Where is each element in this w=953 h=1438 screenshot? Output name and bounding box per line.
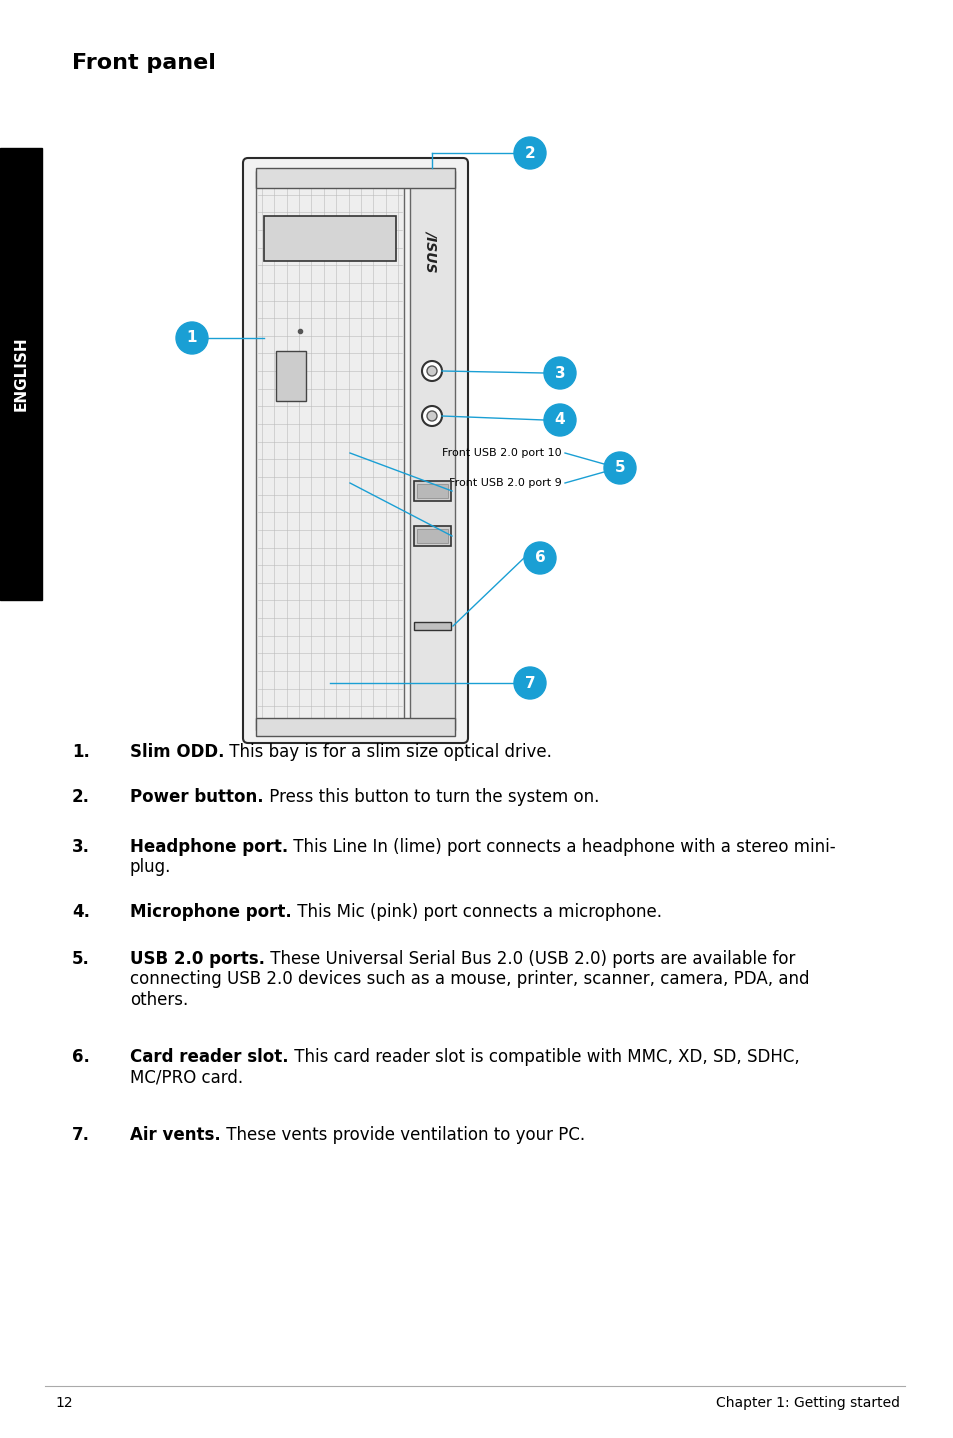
Bar [414,480,451,500]
Text: 5.: 5. [71,951,90,968]
Text: connecting USB 2.0 devices such as a mouse, printer, scanner, camera, PDA, and: connecting USB 2.0 devices such as a mou… [130,971,809,988]
Text: /ISUS: /ISUS [424,230,438,272]
Circle shape [514,137,545,170]
Bar [264,216,395,262]
Bar [416,485,448,498]
Text: Front USB 2.0 port 9: Front USB 2.0 port 9 [449,477,561,487]
Text: This bay is for a slim size optical drive.: This bay is for a slim size optical driv… [224,743,552,761]
Text: This card reader slot is compatible with MMC, XD, SD, SDHC,: This card reader slot is compatible with… [289,1048,799,1066]
Text: 7: 7 [524,676,535,690]
Text: Front panel: Front panel [71,53,215,73]
Circle shape [543,357,576,390]
Text: 3: 3 [554,365,565,381]
Bar [275,351,306,401]
Circle shape [514,667,545,699]
Circle shape [421,361,441,381]
Text: ENGLISH: ENGLISH [13,336,29,411]
Text: Air vents.: Air vents. [130,1126,220,1145]
Text: USB 2.0 ports.: USB 2.0 ports. [130,951,265,968]
Text: This Line In (lime) port connects a headphone with a stereo mini-: This Line In (lime) port connects a head… [288,838,835,856]
Text: 1: 1 [187,331,197,345]
Circle shape [175,322,208,354]
Bar [255,718,455,736]
Text: 12: 12 [55,1396,72,1411]
Bar [255,171,403,731]
Text: 6: 6 [534,551,545,565]
Text: 2.: 2. [71,788,90,807]
Text: Slim ODD.: Slim ODD. [130,743,224,761]
Text: Press this button to turn the system on.: Press this button to turn the system on. [263,788,598,807]
Circle shape [427,411,436,421]
Text: 2: 2 [524,145,535,161]
Text: Microphone port.: Microphone port. [130,903,292,920]
Text: 4.: 4. [71,903,90,920]
Text: Card reader slot.: Card reader slot. [130,1048,289,1066]
Text: These vents provide ventilation to your PC.: These vents provide ventilation to your … [220,1126,584,1145]
Text: 4: 4 [554,413,565,427]
FancyBboxPatch shape [243,158,468,743]
Text: Headphone port.: Headphone port. [130,838,288,856]
Text: 7.: 7. [71,1126,90,1145]
Text: 6.: 6. [71,1048,90,1066]
Text: 5: 5 [614,460,624,476]
Circle shape [427,367,436,375]
Bar [255,168,455,188]
Text: 3.: 3. [71,838,90,856]
Text: Chapter 1: Getting started: Chapter 1: Getting started [716,1396,899,1411]
Text: Power button.: Power button. [130,788,263,807]
Bar [410,171,455,731]
Text: These Universal Serial Bus 2.0 (USB 2.0) ports are available for: These Universal Serial Bus 2.0 (USB 2.0)… [265,951,795,968]
Text: plug.: plug. [130,858,172,876]
Circle shape [603,452,636,485]
Bar [414,623,451,630]
Text: MC/PRO card.: MC/PRO card. [130,1068,243,1086]
Text: 1.: 1. [71,743,90,761]
Text: This Mic (pink) port connects a microphone.: This Mic (pink) port connects a micropho… [292,903,661,920]
Text: Front USB 2.0 port 10: Front USB 2.0 port 10 [442,449,561,457]
Circle shape [523,542,556,574]
Bar [414,526,451,546]
Text: others.: others. [130,991,188,1009]
Circle shape [421,406,441,426]
Bar [416,529,448,544]
Circle shape [543,404,576,436]
Bar [0,148,42,600]
